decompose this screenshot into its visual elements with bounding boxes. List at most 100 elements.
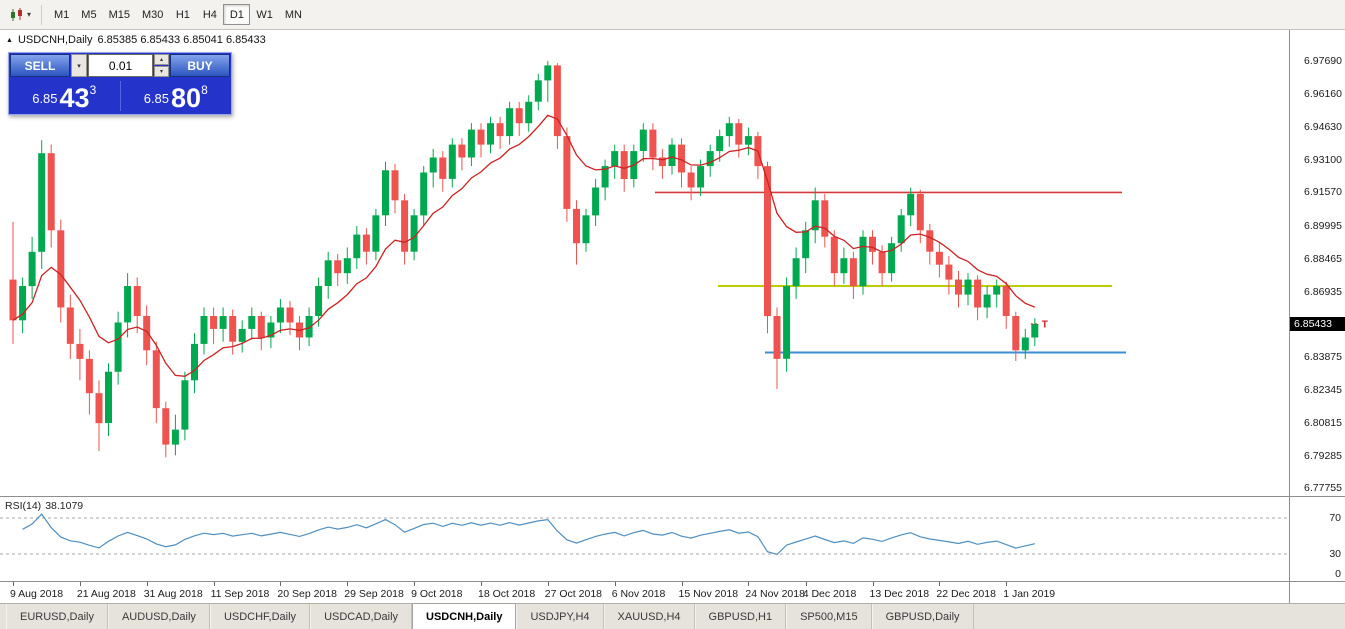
chart-ohlc-values: 6.85385 6.85433 6.85041 6.85433 [97, 34, 266, 46]
price-chart-svg[interactable]: T [0, 30, 1289, 496]
rsi-canvas[interactable] [0, 497, 1289, 581]
date-axis-corner [1290, 582, 1345, 603]
date-tick-mark [939, 582, 941, 586]
date-tick-mark [13, 582, 14, 586]
rsi-value: 38.1079 [45, 500, 84, 512]
volume-down-icon[interactable]: ▾ [154, 66, 169, 77]
date-axis-label: 24 Nov 2018 [745, 588, 805, 600]
date-tick-mark [748, 582, 750, 586]
date-tick-mark [414, 582, 416, 586]
date-axis-label: 18 Oct 2018 [478, 588, 536, 600]
top-toolbar: ▾ M1 M5 M15 M30 H1 H4 D1 W1 MN [0, 0, 1345, 30]
main-chart-row: T ▲ USDCNH,Daily 6.85385 6.85433 6.85041… [0, 30, 1345, 497]
tab-eurusd-daily[interactable]: EURUSD,Daily [6, 604, 108, 629]
date-axis-label: 15 Nov 2018 [678, 588, 739, 600]
svg-text:T: T [1042, 319, 1048, 330]
date-tick-mark [79, 582, 81, 586]
date-tick-mark [805, 582, 807, 586]
price-axis-label: 6.89995 [1304, 220, 1342, 233]
sell-price-big: 43 [59, 83, 90, 114]
sell-price-sup: 3 [89, 83, 97, 97]
price-chart[interactable]: T ▲ USDCNH,Daily 6.85385 6.85433 6.85041… [0, 30, 1290, 496]
chart-symbol-label: USDCNH,Daily [17, 34, 93, 46]
rsi-axis-label: 30 [1329, 548, 1341, 560]
volume-input[interactable]: 0.01 [88, 54, 153, 77]
tab-xauusd-h4[interactable]: XAUUSD,H4 [603, 604, 695, 629]
price-axis-label: 6.82345 [1304, 384, 1342, 397]
timeframe-buttons: M1 M5 M15 M30 H1 H4 D1 W1 MN [48, 4, 308, 25]
current-price-label: 6.85433 [1290, 316, 1345, 331]
tab-gbpusd-daily[interactable]: GBPUSD,Daily [871, 604, 974, 629]
buy-button[interactable]: BUY [170, 54, 230, 77]
sell-price[interactable]: 6.85 43 3 [9, 78, 120, 114]
volume-stepper[interactable]: ▴ ▾ [154, 54, 169, 77]
date-axis: 9 Aug 2018 21 Aug 2018 31 Aug 2018 11 Sep 2… [0, 582, 1290, 603]
buy-price-big: 80 [171, 83, 202, 114]
tab-usdjpy-h4[interactable]: USDJPY,H4 [516, 604, 604, 629]
timeframe-button-mn[interactable]: MN [284, 8, 302, 21]
date-axis-label: 20 Sep 2018 [277, 588, 337, 600]
date-tick-mark [146, 582, 148, 586]
timeframe-button-m15[interactable]: M15 [108, 8, 130, 21]
rsi-panel[interactable]: RSI(14) 38.1079 [0, 497, 1290, 581]
buy-price-sup: 8 [201, 83, 208, 97]
timeframe-button-h1[interactable]: H1 [175, 8, 190, 21]
sell-button[interactable]: SELL [10, 54, 70, 77]
date-axis-label: 29 Sep 2018 [344, 588, 404, 600]
date-axis-label: 27 Oct 2018 [544, 588, 603, 600]
rsi-axis-label: 0 [1335, 568, 1341, 580]
price-axis-label: 6.88465 [1304, 252, 1342, 265]
one-click-trade-panel: SELL ▾ 0.01 ▴ ▾ BUY 6.85 43 3 6.85 80 [8, 52, 232, 115]
timeframe-button-m30[interactable]: M30 [141, 8, 164, 21]
date-tick-mark [872, 582, 874, 586]
date-axis-label: 9 Oct 2018 [411, 588, 463, 600]
chart-tabs: EURUSD,Daily AUDUSD,Daily USDCHF,Daily USDC… [0, 603, 1345, 629]
date-tick-mark [1006, 582, 1008, 586]
price-axis-label: 6.91570 [1304, 186, 1342, 199]
tab-gbpusd-h1[interactable]: GBPUSD,H1 [694, 604, 787, 629]
tab-usdchf-daily[interactable]: USDCHF,Daily [209, 604, 311, 629]
date-axis-label: 13 Dec 2018 [869, 588, 930, 600]
price-axis-label: 6.79285 [1304, 449, 1342, 462]
volume-dropdown-button[interactable]: ▾ [71, 54, 87, 77]
price-axis-label: 6.96160 [1304, 88, 1342, 101]
timeframe-button-d1[interactable]: D1 [223, 4, 251, 25]
date-tick-mark [681, 582, 683, 586]
date-axis-label: 22 Dec 2018 [936, 588, 996, 600]
date-tick-mark [481, 582, 482, 586]
price-axis-label: 6.80815 [1304, 416, 1342, 429]
date-axis-label: 9 Aug 2018 [10, 588, 64, 600]
price-axis: 6.97690 6.96160 6.94630 6.93100 6.91570 6.899… [1290, 30, 1345, 496]
tab-sp500-m15[interactable]: SP500,M15 [786, 604, 872, 629]
date-tick-mark [213, 582, 215, 586]
rsi-line [22, 513, 1035, 556]
tab-usdcnh-daily[interactable]: USDCNH,Daily [412, 603, 517, 629]
rsi-axis: 70 30 0 [1290, 497, 1345, 581]
trade-marker: T [1030, 319, 1048, 330]
buy-price-prefix: 6.85 [143, 91, 170, 106]
trade-panel-divider [119, 81, 121, 111]
timeframe-button-m1[interactable]: M1 [54, 8, 70, 21]
chevron-down-icon: ▾ [27, 9, 32, 19]
chart-type-button[interactable]: ▾ [5, 4, 35, 26]
date-axis-label: 4 Dec 2018 [802, 588, 857, 600]
timeframe-button-h4[interactable]: H4 [202, 8, 217, 21]
price-chart-canvas[interactable]: T [0, 30, 1289, 496]
date-tick-mark [347, 582, 349, 586]
tab-audusd-daily[interactable]: AUDUSD,Daily [107, 604, 210, 629]
rsi-name: RSI(14) [5, 500, 42, 512]
timeframe-button-m5[interactable]: M5 [81, 8, 97, 21]
date-tick-mark [547, 582, 549, 586]
date-tick-mark [614, 582, 616, 586]
tab-usdcad-daily[interactable]: USDCAD,Daily [310, 604, 413, 629]
date-tick-mark [280, 582, 282, 586]
candles-layer [9, 61, 1039, 458]
symbol-marker-icon: ▲ [6, 36, 13, 44]
rsi-svg[interactable] [0, 497, 1289, 581]
date-axis-label: 11 Sep 2018 [210, 588, 270, 600]
date-axis-row: 9 Aug 2018 21 Aug 2018 31 Aug 2018 11 Sep 2… [0, 582, 1345, 603]
timeframe-button-w1[interactable]: W1 [256, 8, 273, 21]
toolbar-separator [41, 4, 43, 25]
volume-up-icon[interactable]: ▴ [154, 54, 169, 65]
buy-price[interactable]: 6.85 80 8 [121, 78, 232, 114]
